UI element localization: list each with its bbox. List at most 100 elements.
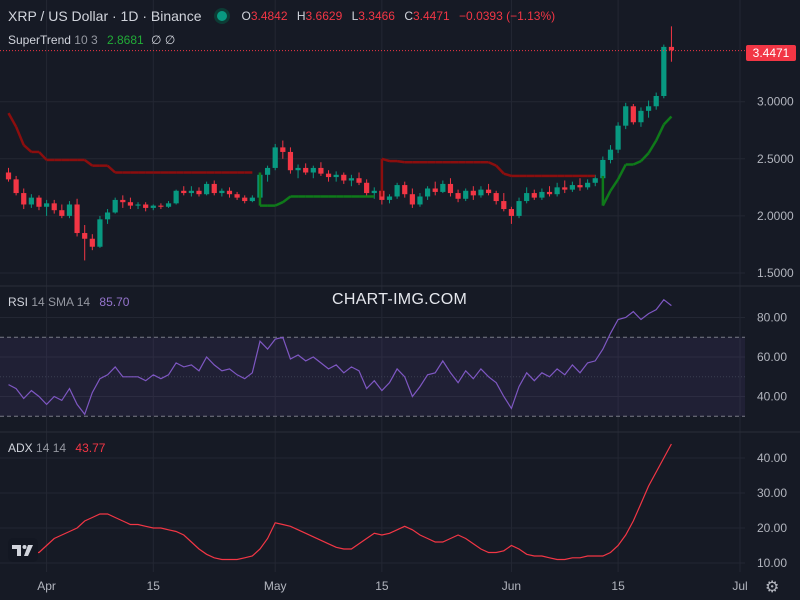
candle[interactable] — [554, 182, 560, 197]
candle[interactable] — [348, 174, 354, 187]
candle[interactable] — [569, 181, 575, 192]
candle[interactable] — [623, 102, 629, 130]
candle[interactable] — [485, 183, 492, 196]
candle[interactable] — [28, 194, 34, 208]
candle[interactable] — [295, 164, 301, 179]
candle[interactable] — [661, 44, 667, 99]
candle[interactable] — [303, 163, 309, 175]
candle[interactable] — [211, 180, 217, 196]
candle[interactable] — [74, 198, 80, 237]
candle[interactable] — [463, 188, 469, 202]
adx-legend[interactable]: ADX 14 14 43.77 — [8, 441, 105, 455]
candle[interactable] — [318, 162, 324, 176]
candle-body — [463, 190, 469, 199]
candle[interactable] — [501, 193, 507, 212]
candle[interactable] — [470, 186, 476, 200]
candle[interactable] — [402, 181, 408, 198]
candle[interactable] — [447, 178, 454, 197]
candle[interactable] — [181, 186, 187, 196]
tradingview-logo-icon[interactable] — [8, 538, 38, 562]
settings-gear-icon[interactable]: ⚙ — [765, 579, 780, 596]
candle[interactable] — [36, 195, 42, 211]
candle[interactable] — [440, 180, 446, 194]
candle[interactable] — [242, 195, 248, 204]
candle[interactable] — [653, 92, 659, 110]
candle[interactable] — [645, 100, 652, 118]
candle[interactable] — [219, 188, 225, 197]
candle[interactable] — [112, 197, 118, 214]
candle[interactable] — [364, 179, 370, 197]
candle[interactable] — [668, 26, 675, 62]
candle[interactable] — [150, 204, 156, 211]
price-tick-label: 1.5000 — [757, 266, 794, 280]
candle-body — [150, 205, 156, 208]
candle[interactable] — [585, 179, 591, 190]
candle[interactable] — [615, 122, 621, 154]
candle[interactable] — [234, 191, 240, 200]
candle[interactable] — [165, 201, 172, 208]
candle[interactable] — [204, 181, 210, 196]
candle[interactable] — [333, 171, 339, 182]
price-axis[interactable]: 1.5000 2.0000 2.5000 3.0000 40.00 60.00 80.00 1… — [757, 95, 794, 570]
candle[interactable] — [455, 189, 461, 203]
candle[interactable] — [630, 103, 636, 125]
supertrend-segment — [14, 126, 25, 146]
candle[interactable] — [280, 140, 286, 159]
candle[interactable] — [394, 182, 400, 199]
supertrend-segment — [83, 158, 94, 167]
candle[interactable] — [409, 188, 415, 208]
candle[interactable] — [432, 181, 438, 196]
candle[interactable] — [287, 147, 294, 174]
candle[interactable] — [264, 165, 271, 182]
candle[interactable] — [425, 186, 431, 200]
candle[interactable] — [143, 202, 149, 212]
candle[interactable] — [120, 195, 126, 208]
candle[interactable] — [516, 197, 522, 219]
candle[interactable] — [562, 180, 568, 194]
candle[interactable] — [531, 189, 537, 200]
candle[interactable] — [508, 206, 515, 224]
candle-body — [44, 203, 50, 207]
candle-body — [600, 159, 606, 179]
candle[interactable] — [539, 188, 545, 200]
symbol-title[interactable]: XRP / US Dollar · 1D · Binance — [8, 8, 202, 24]
candle[interactable] — [158, 203, 164, 210]
candle[interactable] — [51, 199, 57, 214]
candle[interactable] — [577, 178, 583, 191]
supertrend-legend[interactable]: SuperTrend 10 3 2.8681 ∅ ∅ — [8, 33, 175, 47]
candle[interactable] — [5, 167, 12, 182]
candle[interactable] — [478, 186, 484, 198]
candle[interactable] — [127, 197, 134, 210]
candle[interactable] — [44, 199, 50, 216]
candle[interactable] — [386, 194, 393, 204]
candle[interactable] — [173, 189, 179, 205]
candle[interactable] — [59, 204, 65, 219]
candle[interactable] — [493, 190, 499, 205]
candle[interactable] — [607, 145, 614, 164]
candle[interactable] — [13, 175, 19, 196]
candle[interactable] — [356, 172, 362, 186]
candle[interactable] — [524, 187, 530, 204]
candle[interactable] — [638, 107, 644, 127]
market-status-icon[interactable] — [217, 11, 228, 21]
candle[interactable] — [21, 188, 27, 210]
candle[interactable] — [188, 186, 194, 197]
candle[interactable] — [546, 186, 553, 197]
candle[interactable] — [310, 165, 316, 179]
rsi-legend[interactable]: RSI 14 SMA 14 85.70 — [8, 295, 129, 309]
candle[interactable] — [325, 170, 332, 182]
candle[interactable] — [97, 215, 103, 248]
candle[interactable] — [341, 172, 347, 184]
candle[interactable] — [66, 201, 73, 219]
candle[interactable] — [104, 209, 111, 224]
candle[interactable] — [135, 202, 141, 210]
candle[interactable] — [249, 195, 255, 203]
candle[interactable] — [89, 234, 95, 251]
time-axis[interactable]: Apr15May15Jun15Jul15 — [37, 579, 800, 593]
candle[interactable] — [417, 193, 423, 207]
candle[interactable] — [272, 143, 278, 171]
candle[interactable] — [226, 187, 233, 198]
candle[interactable] — [82, 225, 88, 261]
candle[interactable] — [196, 187, 202, 197]
